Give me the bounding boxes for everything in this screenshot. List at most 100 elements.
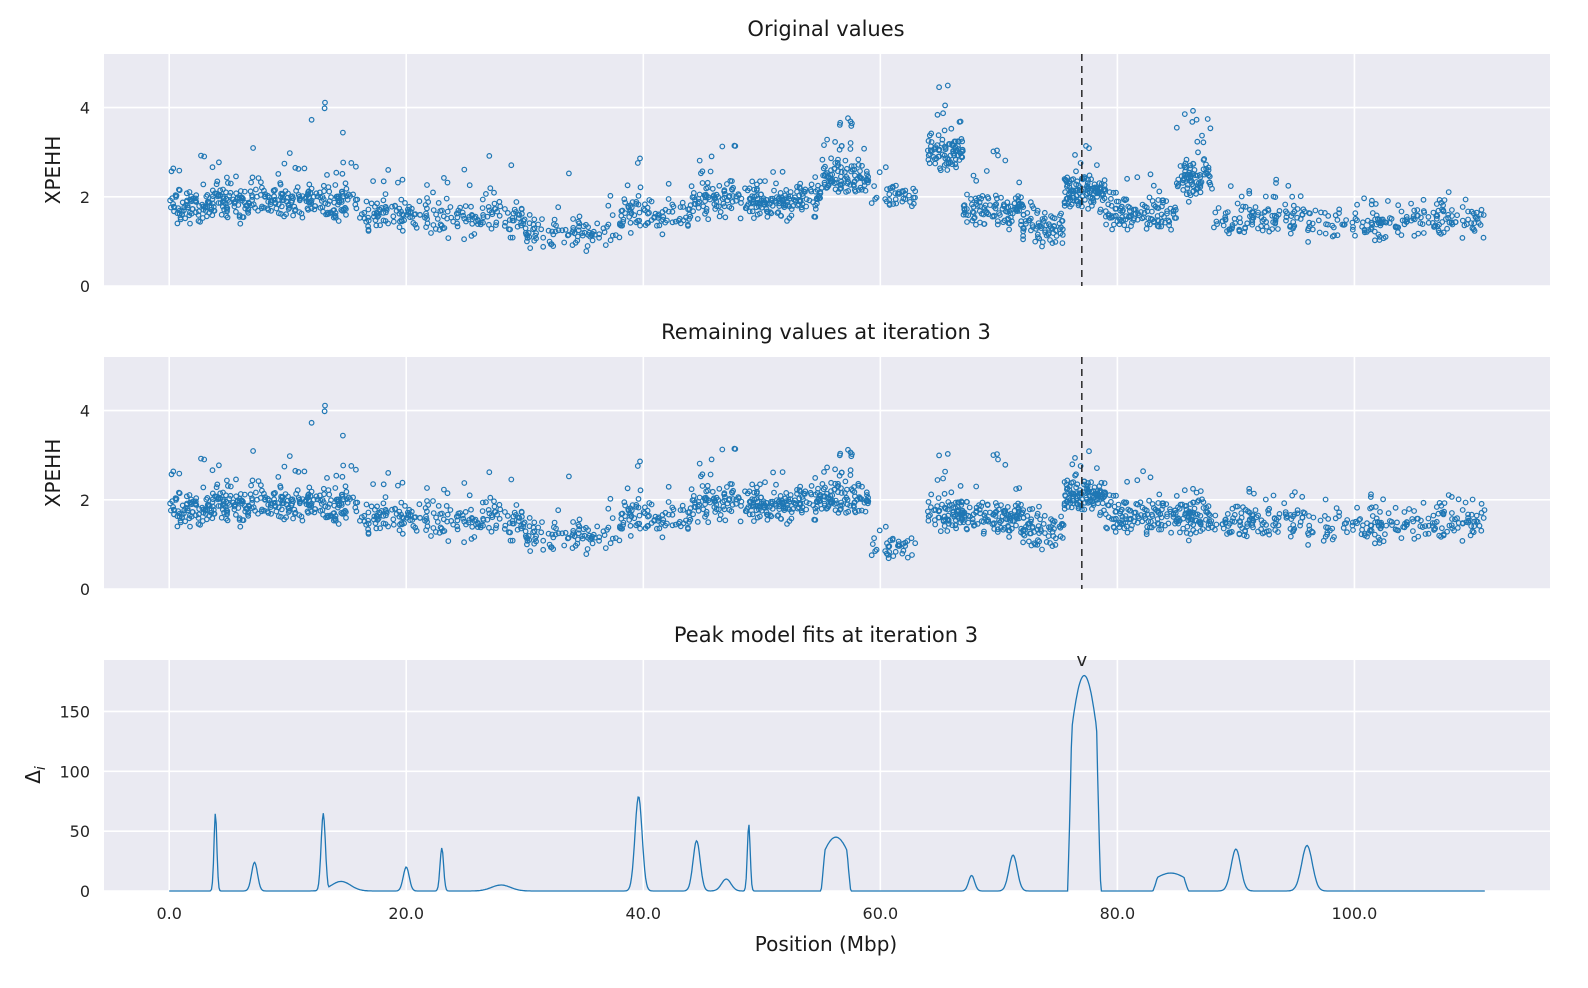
data-point bbox=[1334, 216, 1341, 223]
data-point bbox=[526, 515, 533, 521]
data-point bbox=[703, 185, 710, 192]
data-point bbox=[1144, 511, 1151, 518]
data-point bbox=[973, 483, 980, 490]
data-point bbox=[945, 499, 952, 505]
data-point bbox=[510, 217, 517, 224]
data-point bbox=[1061, 202, 1068, 209]
data-point bbox=[899, 188, 906, 194]
data-point bbox=[390, 516, 397, 523]
data-point bbox=[1143, 531, 1150, 538]
data-point bbox=[1398, 208, 1405, 215]
data-point bbox=[1161, 213, 1167, 220]
data-point bbox=[248, 179, 255, 186]
data-point bbox=[1309, 529, 1316, 536]
data-point bbox=[708, 456, 715, 463]
data-point bbox=[970, 209, 977, 216]
data-point bbox=[838, 173, 844, 180]
data-point bbox=[1020, 232, 1026, 239]
data-point bbox=[1089, 195, 1096, 202]
data-point bbox=[607, 495, 614, 502]
data-point bbox=[365, 223, 372, 230]
data-point bbox=[1167, 506, 1173, 513]
data-point bbox=[1000, 203, 1007, 210]
data-point bbox=[347, 193, 354, 199]
data-point bbox=[703, 488, 710, 495]
data-point bbox=[1435, 207, 1442, 214]
data-point bbox=[1459, 538, 1466, 544]
data-point bbox=[939, 136, 946, 143]
data-point bbox=[1183, 191, 1190, 198]
data-point bbox=[1088, 187, 1095, 194]
data-point bbox=[518, 220, 524, 226]
data-point bbox=[1255, 512, 1261, 519]
data-point bbox=[925, 517, 932, 524]
data-point bbox=[570, 530, 577, 536]
data-point bbox=[719, 196, 726, 202]
data-point bbox=[361, 518, 368, 525]
data-point bbox=[1149, 216, 1156, 223]
data-point bbox=[1454, 515, 1460, 522]
data-point bbox=[292, 467, 299, 474]
data-point bbox=[187, 499, 194, 506]
data-point bbox=[976, 208, 983, 215]
data-point bbox=[641, 207, 648, 214]
data-point bbox=[585, 527, 591, 533]
data-point bbox=[244, 202, 251, 209]
data-point bbox=[1077, 160, 1084, 166]
data-point bbox=[936, 84, 942, 91]
data-point bbox=[1234, 200, 1241, 207]
data-point bbox=[335, 521, 342, 527]
data-point bbox=[806, 500, 813, 507]
data-point bbox=[762, 178, 768, 185]
data-point bbox=[1465, 511, 1471, 518]
data-point bbox=[444, 179, 451, 186]
data-point bbox=[1084, 190, 1091, 197]
data-point bbox=[271, 496, 278, 503]
data-point bbox=[1027, 199, 1034, 206]
data-point bbox=[977, 510, 983, 517]
data-point bbox=[491, 205, 498, 212]
data-point bbox=[1047, 237, 1053, 243]
data-point bbox=[1185, 198, 1192, 205]
data-point bbox=[1398, 535, 1405, 541]
data-point bbox=[466, 517, 473, 523]
data-point bbox=[941, 127, 948, 134]
data-point bbox=[953, 525, 959, 532]
data-point bbox=[575, 218, 582, 225]
data-point bbox=[729, 481, 735, 488]
data-point bbox=[786, 203, 793, 210]
data-point bbox=[1002, 208, 1009, 215]
data-point bbox=[322, 99, 328, 106]
data-point bbox=[1336, 509, 1343, 516]
panel-1-background bbox=[104, 54, 1550, 286]
data-point bbox=[1290, 522, 1297, 528]
data-point bbox=[275, 474, 282, 480]
data-point bbox=[627, 522, 634, 529]
data-point bbox=[1480, 515, 1487, 521]
data-point bbox=[777, 189, 784, 196]
data-point bbox=[953, 164, 959, 171]
data-point bbox=[192, 498, 199, 505]
data-point bbox=[1250, 490, 1257, 497]
data-point bbox=[944, 528, 951, 534]
data-point bbox=[786, 498, 793, 505]
data-point bbox=[964, 206, 970, 212]
data-point bbox=[195, 212, 202, 218]
data-point bbox=[1228, 528, 1235, 535]
data-point bbox=[651, 517, 658, 523]
data-point bbox=[817, 190, 824, 197]
data-point bbox=[796, 184, 803, 191]
data-point bbox=[1380, 496, 1386, 503]
data-point bbox=[800, 188, 807, 195]
data-point bbox=[1120, 520, 1126, 527]
data-point bbox=[493, 222, 499, 229]
data-point bbox=[690, 208, 696, 215]
data-point bbox=[928, 491, 935, 498]
data-point bbox=[454, 223, 461, 230]
data-point bbox=[637, 184, 644, 191]
data-point bbox=[1014, 203, 1021, 210]
data-point bbox=[196, 203, 203, 209]
data-point bbox=[1410, 518, 1417, 525]
data-point bbox=[970, 172, 977, 179]
data-point bbox=[571, 533, 578, 540]
